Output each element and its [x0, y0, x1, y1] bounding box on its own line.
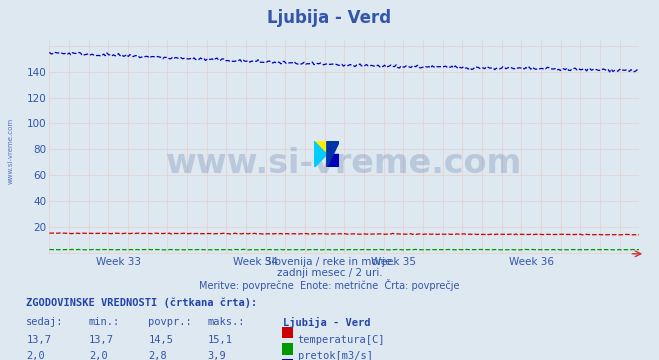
Text: ZGODOVINSKE VREDNOSTI (črtkana črta):: ZGODOVINSKE VREDNOSTI (črtkana črta): — [26, 297, 258, 307]
Text: 3,9: 3,9 — [208, 351, 226, 360]
Text: 15,1: 15,1 — [208, 335, 233, 345]
Text: Ljubija - Verd: Ljubija - Verd — [268, 9, 391, 27]
Text: temperatura[C]: temperatura[C] — [298, 335, 386, 345]
Text: www.si-vreme.com: www.si-vreme.com — [8, 118, 14, 184]
Text: www.si-vreme.com: www.si-vreme.com — [166, 147, 523, 180]
Text: 13,7: 13,7 — [89, 335, 114, 345]
Text: 2,8: 2,8 — [148, 351, 167, 360]
Text: min.:: min.: — [89, 317, 120, 327]
Text: 13,7: 13,7 — [26, 335, 51, 345]
Text: 14,5: 14,5 — [148, 335, 173, 345]
Text: maks.:: maks.: — [208, 317, 245, 327]
Text: sedaj:: sedaj: — [26, 317, 64, 327]
Polygon shape — [327, 141, 339, 167]
Polygon shape — [314, 141, 327, 167]
Text: Meritve: povprečne  Enote: metrične  Črta: povprečje: Meritve: povprečne Enote: metrične Črta:… — [199, 279, 460, 291]
Text: Ljubija - Verd: Ljubija - Verd — [283, 317, 371, 328]
Text: Slovenija / reke in morje.: Slovenija / reke in morje. — [264, 257, 395, 267]
Bar — [327, 154, 339, 167]
Text: zadnji mesec / 2 uri.: zadnji mesec / 2 uri. — [277, 268, 382, 278]
Text: povpr.:: povpr.: — [148, 317, 192, 327]
Text: pretok[m3/s]: pretok[m3/s] — [298, 351, 373, 360]
Text: 2,0: 2,0 — [89, 351, 107, 360]
Bar — [314, 141, 327, 154]
Text: 2,0: 2,0 — [26, 351, 45, 360]
